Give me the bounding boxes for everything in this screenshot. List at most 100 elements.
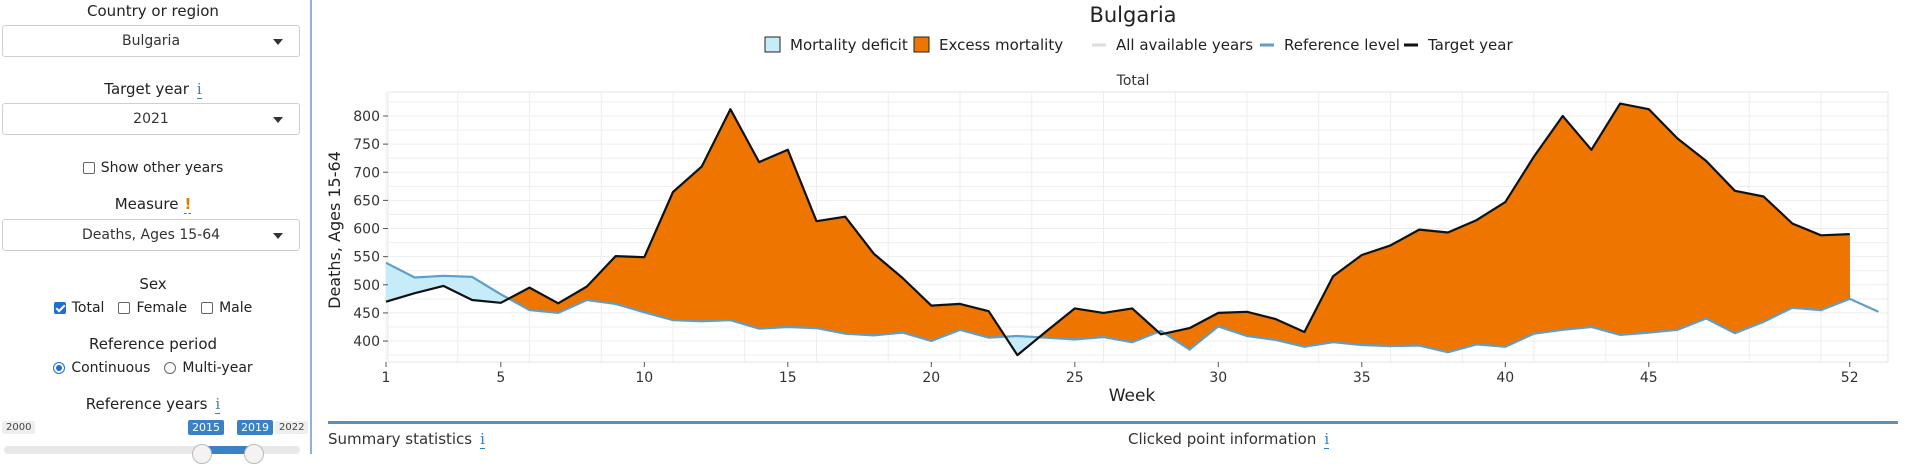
show-other-years-row[interactable]: Show other years xyxy=(0,160,306,176)
x-tick-label: 45 xyxy=(1640,370,1658,386)
target-year-select[interactable]: 2021 xyxy=(2,103,300,135)
x-axis-title: Week xyxy=(1109,386,1156,406)
show-other-years-checkbox[interactable] xyxy=(82,162,95,174)
multi-year-radio[interactable] xyxy=(164,362,177,374)
y-tick-label: 500 xyxy=(353,278,380,294)
excess-area xyxy=(816,216,846,335)
excess-area xyxy=(1734,190,1764,334)
measure-label-text: Measure xyxy=(114,195,179,213)
mortality-chart[interactable]: Bulgaria Mortality deficit Excess mortal… xyxy=(318,0,1906,416)
y-tick-label: 450 xyxy=(353,306,380,322)
y-tick-label: 650 xyxy=(353,193,380,209)
info-icon[interactable]: i xyxy=(1324,430,1330,449)
x-tick-label: 10 xyxy=(635,370,653,386)
x-tick-label: 1 xyxy=(382,370,391,386)
summary-statistics-tab[interactable]: Summary statistics i xyxy=(328,430,485,449)
target-year-label: Target year i xyxy=(0,80,306,99)
y-tick-label: 600 xyxy=(353,222,380,238)
slider-min-label: 2000 xyxy=(2,421,36,434)
x-tick-label: 15 xyxy=(779,370,797,386)
slider-to-label: 2019 xyxy=(237,420,273,435)
reference-level-line xyxy=(385,261,1879,354)
x-axis-ticks: 1 5 10 15 20 25 30 35 40 45 52 xyxy=(382,362,1859,386)
legend-label-target: Target year xyxy=(1427,36,1513,54)
chart-legend: Mortality deficit Excess mortality All a… xyxy=(764,36,1513,54)
x-tick-label: 40 xyxy=(1496,370,1514,386)
legend-swatch-excess xyxy=(913,36,930,53)
excess-area xyxy=(1390,229,1420,347)
y-axis-ticks: 400 450 500 550 600 650 700 750 800 xyxy=(353,109,388,350)
excess-area xyxy=(1476,201,1506,348)
y-tick-label: 750 xyxy=(353,137,380,153)
slider-handle-to[interactable] xyxy=(244,444,264,464)
legend-label-deficit: Mortality deficit xyxy=(790,36,908,54)
sex-female-label: Female xyxy=(136,300,188,316)
y-tick-label: 400 xyxy=(353,334,380,350)
info-icon[interactable]: i xyxy=(196,80,202,99)
country-label: Country or region xyxy=(87,2,219,20)
excess-area xyxy=(1648,108,1678,333)
x-tick-label: 20 xyxy=(922,370,940,386)
chevron-down-icon xyxy=(273,39,283,45)
excess-area xyxy=(758,149,789,330)
country-select[interactable]: Bulgaria xyxy=(2,25,300,57)
legend-swatch-deficit xyxy=(764,36,781,53)
reference-period-options: Continuous Multi-year xyxy=(0,360,306,376)
tab-divider xyxy=(328,421,1898,424)
chart-title: Bulgaria xyxy=(1089,3,1176,27)
multi-year-label: Multi-year xyxy=(182,360,253,376)
slider-from-label: 2015 xyxy=(188,420,224,435)
x-tick-label: 25 xyxy=(1066,370,1084,386)
slider-max-label: 2022 xyxy=(275,421,309,434)
slider-handle-from[interactable] xyxy=(192,444,212,464)
excess-area xyxy=(1820,233,1850,311)
reference-period-label: Reference period xyxy=(88,335,218,353)
x-tick-label: 35 xyxy=(1353,370,1371,386)
x-tick-label: 30 xyxy=(1209,370,1227,386)
continuous-radio[interactable] xyxy=(53,362,66,374)
info-icon[interactable]: i xyxy=(480,430,485,449)
facet-label: Total xyxy=(1116,73,1150,89)
chart-lines xyxy=(385,102,1879,357)
measure-value: Deaths, Ages 15-64 xyxy=(81,227,221,243)
warning-icon[interactable]: ! xyxy=(184,195,192,214)
chevron-down-icon xyxy=(273,233,283,239)
chart-areas xyxy=(385,102,1850,357)
sex-male-label: Male xyxy=(219,300,253,316)
x-tick-label: 5 xyxy=(496,370,505,386)
target-year-line xyxy=(385,102,1850,357)
excess-area xyxy=(1562,115,1592,331)
x-tick-label: 52 xyxy=(1841,370,1859,386)
excess-area xyxy=(1361,244,1391,347)
slider-selected-range xyxy=(203,446,254,454)
excess-area xyxy=(615,255,645,313)
reference-years-slider[interactable] xyxy=(4,444,300,464)
y-tick-label: 550 xyxy=(353,250,380,266)
excess-area xyxy=(1792,223,1822,311)
sex-total-checkbox[interactable] xyxy=(53,302,66,314)
clicked-point-tab[interactable]: Clicked point information i xyxy=(1128,430,1330,449)
excess-area xyxy=(1447,219,1477,353)
clicked-point-label: Clicked point information xyxy=(1128,430,1317,448)
country-select-value: Bulgaria xyxy=(121,33,181,49)
reference-years-label-text: Reference years xyxy=(85,395,208,413)
measure-label: Measure! xyxy=(0,195,306,214)
sidebar: Country or region Bulgaria Target year i … xyxy=(0,0,312,464)
reference-years-label: Reference years i xyxy=(0,395,306,414)
y-tick-label: 700 xyxy=(353,165,380,181)
target-year-label-text: Target year xyxy=(104,80,189,98)
sex-male-checkbox[interactable] xyxy=(201,302,214,314)
excess-area xyxy=(1677,137,1707,331)
info-icon[interactable]: i xyxy=(215,395,221,414)
measure-select[interactable]: Deaths, Ages 15-64 xyxy=(2,219,300,251)
sex-total-label: Total xyxy=(71,300,105,316)
excess-area xyxy=(672,165,703,322)
legend-label-reference: Reference level xyxy=(1284,36,1400,54)
y-axis-title: Deaths, Ages 15-64 xyxy=(325,151,344,309)
continuous-label: Continuous xyxy=(71,360,151,376)
target-year-value: 2021 xyxy=(133,111,169,127)
sex-female-checkbox[interactable] xyxy=(118,302,131,314)
chevron-down-icon xyxy=(273,117,283,123)
legend-label-all-years: All available years xyxy=(1116,36,1253,54)
summary-statistics-label: Summary statistics xyxy=(328,430,473,448)
